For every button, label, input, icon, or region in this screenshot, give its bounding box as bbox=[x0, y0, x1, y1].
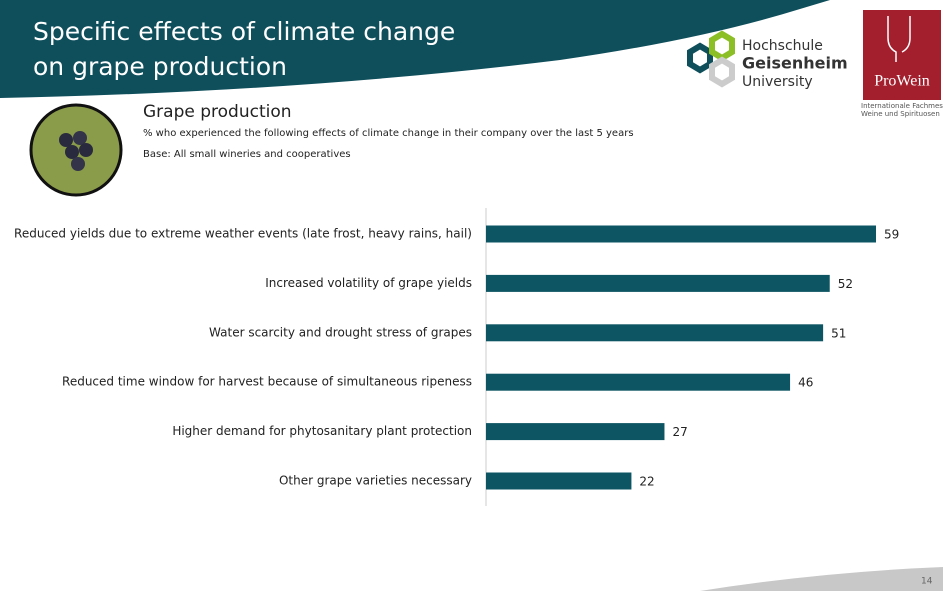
value-label: 52 bbox=[838, 277, 853, 291]
value-label: 27 bbox=[672, 425, 687, 439]
value-label: 22 bbox=[639, 475, 654, 489]
category-label: Increased volatility of grape yields bbox=[265, 276, 472, 290]
hochschule-logo: Hochschule Geisenheim University bbox=[687, 30, 848, 90]
logo-text: Hochschule bbox=[742, 38, 823, 54]
page-number: 14 bbox=[921, 577, 933, 587]
slide-title: on grape production bbox=[33, 52, 287, 81]
category-label: Reduced time window for harvest because … bbox=[62, 375, 472, 389]
logo-text: Internationale Fachmesse bbox=[861, 102, 943, 110]
chart-subtitle: % who experienced the following effects … bbox=[143, 128, 634, 139]
bar bbox=[486, 274, 830, 292]
value-label: 46 bbox=[798, 376, 813, 390]
bar bbox=[486, 472, 632, 490]
chart-base: Base: All small wineries and cooperative… bbox=[143, 149, 351, 160]
value-label: 51 bbox=[831, 326, 846, 340]
category-label: Higher demand for phytosanitary plant pr… bbox=[172, 424, 472, 438]
logo-text: Weine und Spirituosen bbox=[861, 110, 940, 118]
header-banner bbox=[0, 0, 830, 98]
category-label: Other grape varieties necessary bbox=[279, 474, 472, 488]
footer-shape bbox=[700, 567, 943, 591]
chart-title: Grape production bbox=[143, 102, 292, 122]
logo-text: ProWein bbox=[874, 73, 930, 90]
prowein-logo: ProWein Internationale Fachmesse Weine u… bbox=[861, 10, 943, 118]
bar bbox=[486, 225, 876, 243]
value-label: 59 bbox=[884, 228, 899, 242]
slide-title: Specific effects of climate change bbox=[33, 17, 455, 46]
bar bbox=[486, 373, 791, 391]
category-label: Water scarcity and drought stress of gra… bbox=[209, 325, 472, 339]
logo-text: University bbox=[742, 74, 813, 90]
bar bbox=[486, 423, 665, 441]
grape-image bbox=[29, 103, 123, 197]
logo-text: Geisenheim bbox=[742, 54, 848, 73]
bar bbox=[486, 324, 824, 342]
category-label: Reduced yields due to extreme weather ev… bbox=[14, 227, 472, 241]
